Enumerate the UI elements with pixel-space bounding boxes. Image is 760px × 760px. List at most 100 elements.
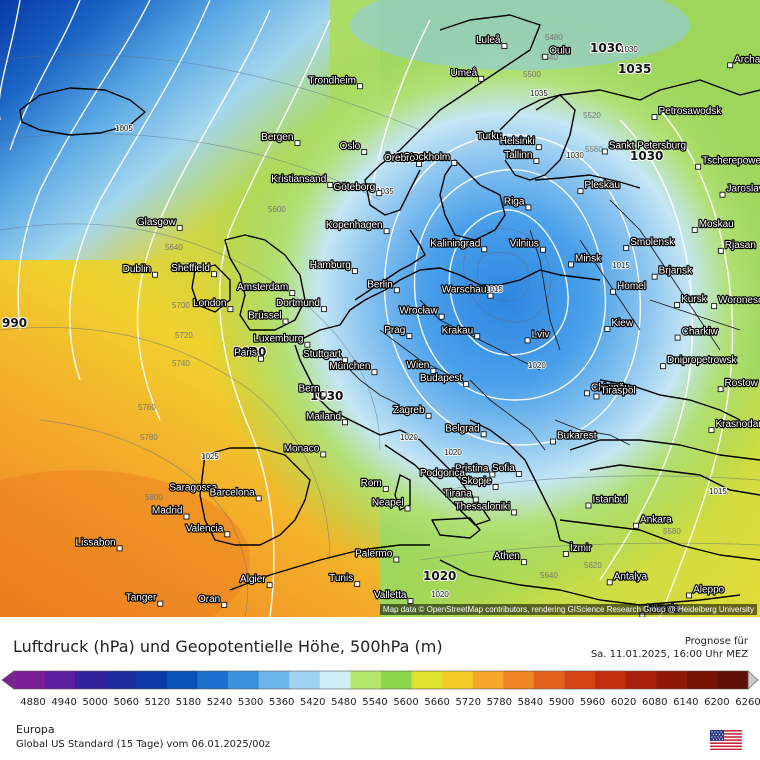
city-dnipropetrowsk[interactable]: Dnipropetrowsk xyxy=(660,354,739,370)
city-kaliningrad[interactable]: Kaliningrad xyxy=(429,237,488,253)
city-istanbul[interactable]: Istanbul xyxy=(585,493,629,509)
city-helsinki[interactable]: Helsinki xyxy=(499,135,542,151)
city-tanger[interactable]: Tanger xyxy=(125,591,164,607)
city-i-zmir[interactable]: İzmir xyxy=(562,540,593,557)
city-kristiansand[interactable]: Kristiansand xyxy=(270,173,334,188)
city-belgrad[interactable]: Belgrad xyxy=(444,422,487,438)
city-kiew[interactable]: Kiew xyxy=(604,317,635,332)
city-london[interactable]: London xyxy=(192,297,234,313)
city-zagreb[interactable]: Zagreb xyxy=(392,404,432,419)
city-smolensk[interactable]: Smolensk xyxy=(623,236,676,251)
city-glasgow[interactable]: Glasgow xyxy=(136,216,183,231)
city-stockholm[interactable]: Stockholm xyxy=(402,151,458,166)
city-label: Budapest xyxy=(420,373,462,384)
city-woronesch[interactable]: Woronesch xyxy=(711,294,760,310)
city-marker-icon xyxy=(289,290,296,296)
city-aleppo[interactable]: Aleppo xyxy=(686,583,726,599)
city-pleskau[interactable]: Pleskau xyxy=(577,179,621,195)
city-krasnodar[interactable]: Krasnodar xyxy=(708,418,760,434)
city-rostow[interactable]: Rostow xyxy=(717,377,760,393)
city-budapest[interactable]: Budapest xyxy=(419,372,470,388)
city-dublin[interactable]: Dublin xyxy=(121,263,158,278)
city-athen[interactable]: Athen xyxy=(493,550,527,566)
city-label: Vilnius xyxy=(510,239,539,250)
city-sheffield[interactable]: Sheffield xyxy=(170,262,217,278)
city-hamburg[interactable]: Hamburg xyxy=(309,259,358,274)
city-chișin-u[interactable]: Chișinău xyxy=(584,381,631,397)
city-münchen[interactable]: München xyxy=(328,360,378,376)
city-brjansk[interactable]: Brjansk xyxy=(651,264,694,280)
city-valletta[interactable]: Valletta xyxy=(373,589,414,604)
pressure-label: 1015 xyxy=(709,487,727,496)
city-madrid[interactable]: Madrid xyxy=(151,504,190,520)
city-monaco[interactable]: Monaco xyxy=(282,442,327,458)
city-bern[interactable]: Bern xyxy=(297,382,327,398)
city-valencia[interactable]: Valencia xyxy=(185,522,231,538)
city-thessaloniki[interactable]: Thessaloniki xyxy=(453,500,518,516)
us-flag-icon[interactable] xyxy=(710,730,742,750)
weather-map[interactable]: 5500 5540 5480 5520 5560 5600 5640 5660 5700 5720… xyxy=(0,0,760,617)
city-wroc-aw[interactable]: Wrocław xyxy=(398,304,445,320)
city-algier[interactable]: Algier xyxy=(239,573,273,589)
city-oslo[interactable]: Oslo xyxy=(338,140,368,155)
city-göteborg[interactable]: Göteborg xyxy=(332,181,383,197)
city-oulu[interactable]: Oulu xyxy=(542,45,572,60)
city-neapel[interactable]: Neapel xyxy=(371,496,411,512)
city-umeå[interactable]: Umeå xyxy=(449,66,485,82)
city-marker-icon xyxy=(585,502,592,509)
city-prag[interactable]: Prag xyxy=(383,324,413,339)
city-kopenhagen[interactable]: Kopenhagen xyxy=(325,219,390,235)
city-skopje[interactable]: Skopje xyxy=(460,475,499,490)
city-moskau[interactable]: Moskau xyxy=(691,218,735,233)
city-tiraspol[interactable]: Tiraspol xyxy=(593,384,637,400)
city-dortmund[interactable]: Dortmund xyxy=(275,297,327,313)
city-label: Brüssel xyxy=(248,311,281,322)
city-paris[interactable]: Paris xyxy=(233,347,264,362)
city-tscherepowez[interactable]: Tscherepowez xyxy=(695,154,760,170)
city-minsk[interactable]: Minsk xyxy=(568,252,603,268)
city-tallinn[interactable]: Tallinn xyxy=(503,149,540,164)
city-barcelona[interactable]: Barcelona xyxy=(208,486,262,502)
city-label: Podgorica xyxy=(420,468,465,479)
city-warschau[interactable]: Warschau xyxy=(441,283,494,299)
city-brüssel[interactable]: Brüssel xyxy=(247,309,289,325)
city-podgorica[interactable]: Podgorica xyxy=(419,467,472,482)
city-pristina[interactable]: Pristina xyxy=(454,462,496,478)
city-palermo[interactable]: Palermo xyxy=(354,547,400,563)
city-homel[interactable]: Homel xyxy=(610,280,647,295)
city-mailand[interactable]: Mailand xyxy=(305,410,348,426)
city-petrosawodsk[interactable]: Petrosawodsk xyxy=(651,105,724,121)
city-archangelsk[interactable]: Archangelsk xyxy=(727,53,760,69)
city-stuttgart[interactable]: Stuttgart xyxy=(302,348,348,364)
city-rjasan[interactable]: Rjasan xyxy=(717,239,757,254)
city-marker-icon xyxy=(562,551,569,557)
city-tirana[interactable]: Tirana xyxy=(443,487,479,503)
city-berlin[interactable]: Berlin xyxy=(366,278,400,294)
city-lviv[interactable]: Lviv xyxy=(524,328,551,344)
city-sankt-petersburg[interactable]: Sankt Petersburg xyxy=(601,139,687,155)
city-jaroslawl[interactable]: Jaroslawl xyxy=(719,183,760,198)
city-antalya[interactable]: Antalya xyxy=(606,570,649,586)
city-luxemburg[interactable]: Luxemburg xyxy=(252,332,311,348)
city-örebro[interactable]: Örebro xyxy=(383,151,422,167)
city-saragossa[interactable]: Saragossa xyxy=(168,481,225,497)
city-tunis[interactable]: Tunis xyxy=(328,572,361,587)
city-rom[interactable]: Rom xyxy=(359,477,389,492)
city-lissabon[interactable]: Lissabon xyxy=(74,536,123,552)
city-bergen[interactable]: Bergen xyxy=(260,131,301,147)
city-vilnius[interactable]: Vilnius xyxy=(508,237,546,253)
city-bukarest[interactable]: Bukarest xyxy=(550,429,598,445)
city-trondheim[interactable]: Trondheim xyxy=(307,74,363,90)
city-ankara[interactable]: Ankara xyxy=(633,514,673,529)
city-wien[interactable]: Wien xyxy=(405,359,437,374)
colorbar-tick-label: 5720 xyxy=(455,697,480,708)
city-kursk[interactable]: Kursk xyxy=(674,293,709,308)
city-oran[interactable]: Oran xyxy=(197,593,228,608)
city-riga[interactable]: Riga xyxy=(503,195,532,211)
city-amsterdam[interactable]: Amsterdam xyxy=(236,281,296,296)
city-sofia[interactable]: Sofia xyxy=(491,462,522,477)
city-luleå[interactable]: Luleå xyxy=(475,33,508,49)
city-charkiw[interactable]: Charkiw xyxy=(674,325,720,341)
city-krakau[interactable]: Krakau xyxy=(440,324,481,340)
city-turku[interactable]: Turku xyxy=(476,130,509,145)
